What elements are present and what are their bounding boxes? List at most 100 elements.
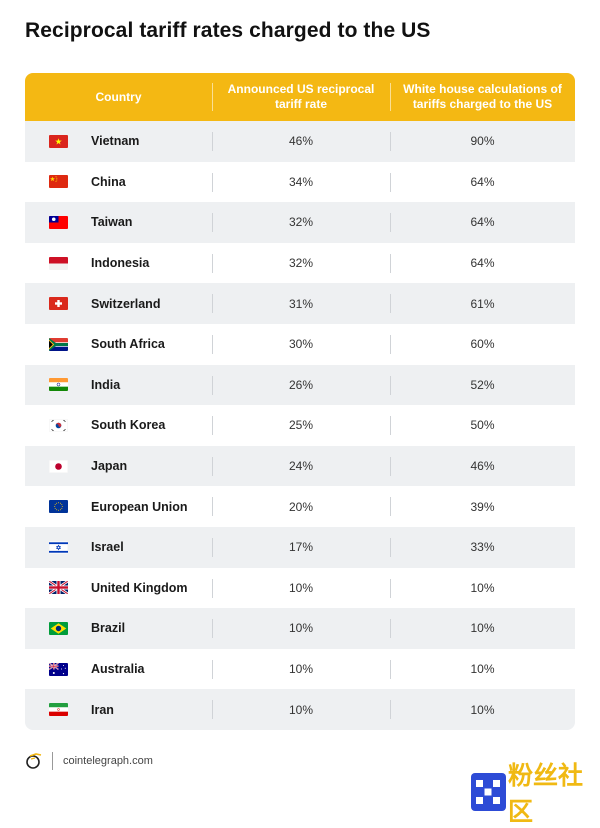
whitehouse-calculation-value: 64% — [470, 174, 495, 189]
whitehouse-calculation-value: 10% — [470, 580, 495, 595]
header-whitehouse-calculation: White house calculations of tariffs char… — [403, 82, 562, 111]
vietnam-flag-icon — [49, 134, 68, 148]
announced-rate-value: 46% — [288, 134, 314, 149]
column-divider — [390, 253, 391, 273]
announced-rate-value: 30% — [288, 337, 314, 352]
iran-flag-icon — [49, 703, 68, 717]
tariff-table: Country Announced US reciprocal tariff r… — [25, 73, 575, 730]
whitehouse-calculation-value: 33% — [470, 540, 495, 555]
flag-cell — [49, 283, 69, 324]
column-divider — [212, 334, 213, 354]
south-korea-flag-icon — [49, 418, 68, 432]
header-divider — [390, 83, 391, 111]
column-divider — [212, 416, 213, 436]
page-title: Reciprocal tariff rates charged to the U… — [25, 19, 431, 42]
flag-cell — [49, 486, 69, 527]
table-row: Switzerland 31% 61% — [25, 283, 575, 324]
column-divider — [390, 700, 391, 720]
table-row: India 26% 52% — [25, 364, 575, 406]
announced-rate-value: 25% — [288, 418, 314, 433]
column-divider — [212, 456, 213, 476]
table-body: Vietnam 46% 90% China 34% 64% Taiwan 32% 64% Indo… — [25, 121, 575, 730]
announced-rate-value: 20% — [288, 499, 314, 514]
country-name: Japan — [91, 459, 128, 474]
flag-cell — [49, 527, 69, 568]
cointelegraph-logo-icon — [25, 752, 43, 770]
announced-rate-value: 26% — [288, 377, 314, 392]
table-row: Japan 24% 46% — [25, 445, 575, 487]
column-divider — [390, 334, 391, 354]
table-row: United Kingdom 10% 10% — [25, 567, 575, 609]
united-kingdom-flag-icon — [49, 581, 68, 595]
announced-rate-value: 17% — [288, 540, 314, 555]
footer-site-link[interactable]: cointelegraph.com — [63, 755, 153, 767]
column-divider — [390, 619, 391, 639]
table-row: South Africa 30% 60% — [25, 323, 575, 365]
column-divider — [212, 619, 213, 639]
column-divider — [390, 172, 391, 192]
footer: cointelegraph.com — [25, 752, 153, 770]
column-divider — [390, 659, 391, 679]
column-divider — [212, 294, 213, 314]
whitehouse-calculation-value: 10% — [470, 702, 495, 717]
flag-cell — [49, 162, 69, 203]
flag-cell — [49, 568, 69, 609]
footer-divider — [52, 752, 53, 770]
european-union-flag-icon — [49, 500, 68, 514]
south-africa-flag-icon — [49, 337, 68, 351]
flag-cell — [49, 649, 69, 690]
flag-cell — [49, 365, 69, 406]
flag-cell — [49, 446, 69, 487]
announced-rate-value: 10% — [288, 621, 314, 636]
column-divider — [212, 537, 213, 557]
flag-cell — [49, 608, 69, 649]
flag-cell — [49, 324, 69, 365]
table-row: Brazil 10% 10% — [25, 608, 575, 649]
israel-flag-icon — [49, 540, 68, 554]
indonesia-flag-icon — [49, 256, 68, 270]
whitehouse-calculation-value: 46% — [470, 459, 495, 474]
table-row: Iran 10% 10% — [25, 689, 575, 730]
whitehouse-calculation-value: 90% — [470, 134, 495, 149]
country-name: Australia — [91, 662, 145, 677]
column-divider — [212, 659, 213, 679]
column-divider — [212, 172, 213, 192]
announced-rate-value: 32% — [288, 215, 314, 230]
whitehouse-calculation-value: 61% — [470, 296, 495, 311]
country-name: Vietnam — [91, 134, 140, 149]
announced-rate-value: 10% — [288, 662, 314, 677]
country-name: Indonesia — [91, 256, 150, 271]
country-name: Taiwan — [91, 215, 133, 230]
whitehouse-calculation-value: 39% — [470, 499, 495, 514]
whitehouse-calculation-value: 52% — [470, 377, 495, 392]
column-divider — [390, 578, 391, 598]
watermark: 粉丝社区 — [471, 756, 600, 828]
column-divider — [212, 375, 213, 395]
country-name: Switzerland — [91, 296, 161, 311]
announced-rate-value: 32% — [288, 256, 314, 271]
column-divider — [390, 497, 391, 517]
announced-rate-value: 31% — [288, 296, 314, 311]
japan-flag-icon — [49, 459, 68, 473]
table-row: Vietnam 46% 90% — [25, 121, 575, 162]
column-divider — [212, 213, 213, 233]
whitehouse-calculation-value: 64% — [470, 256, 495, 271]
announced-rate-value: 34% — [288, 174, 314, 189]
announced-rate-value: 10% — [288, 580, 314, 595]
australia-flag-icon — [49, 662, 68, 676]
column-divider — [390, 375, 391, 395]
china-flag-icon — [49, 175, 68, 189]
announced-rate-value: 10% — [288, 702, 314, 717]
country-name: Brazil — [91, 621, 126, 636]
flag-cell — [49, 202, 69, 243]
country-name: South Africa — [91, 337, 165, 352]
whitehouse-calculation-value: 10% — [470, 621, 495, 636]
brazil-flag-icon — [49, 621, 68, 635]
column-divider — [390, 213, 391, 233]
header-country: Country — [95, 89, 142, 104]
column-divider — [212, 700, 213, 720]
table-row: China 34% 64% — [25, 161, 575, 203]
whitehouse-calculation-value: 10% — [470, 662, 495, 677]
country-name: United Kingdom — [91, 580, 188, 595]
column-divider — [212, 497, 213, 517]
